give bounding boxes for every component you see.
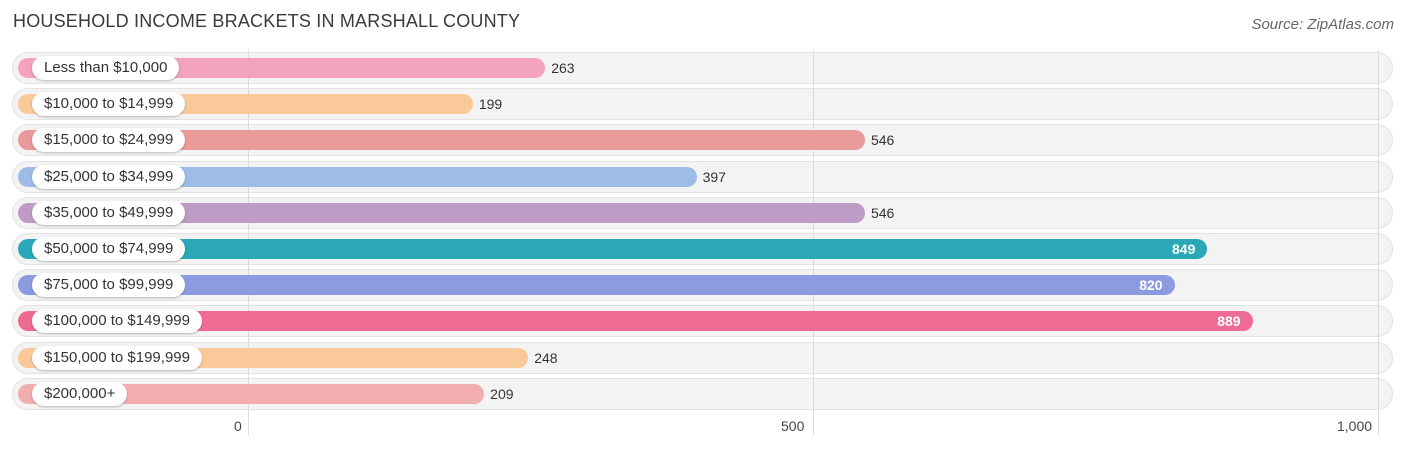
gridline <box>1378 50 1379 435</box>
bar <box>18 311 1253 332</box>
bar <box>18 202 865 223</box>
category-label: $200,000+ <box>32 381 128 406</box>
value-label: 889 <box>1217 313 1241 330</box>
category-label: $35,000 to $49,999 <box>32 200 186 225</box>
bar <box>18 383 485 404</box>
value-label: 248 <box>534 349 558 366</box>
x-tick-label: 0 <box>234 418 242 434</box>
category-label: $100,000 to $149,999 <box>32 309 202 334</box>
value-label: 263 <box>551 60 575 76</box>
bar <box>18 166 697 187</box>
bar <box>18 239 1208 259</box>
value-label: 849 <box>1172 241 1196 257</box>
bar <box>18 275 1175 296</box>
category-label: $75,000 to $99,999 <box>32 273 186 298</box>
value-label: 209 <box>490 385 514 402</box>
category-label: $15,000 to $24,999 <box>32 128 186 153</box>
category-label: Less than $10,000 <box>32 56 180 80</box>
source-label: Source: ZipAtlas.com <box>1251 16 1394 33</box>
category-label: $25,000 to $34,999 <box>32 164 186 189</box>
x-tick-label: 1,000 <box>1337 418 1373 434</box>
value-label: 199 <box>478 96 503 113</box>
x-tick-label: 500 <box>781 418 805 434</box>
value-label: 546 <box>870 204 895 221</box>
value-label: 546 <box>870 132 895 149</box>
category-label: $10,000 to $14,999 <box>32 92 186 117</box>
value-label: 820 <box>1139 277 1163 294</box>
category-label: $50,000 to $74,999 <box>32 237 186 261</box>
chart-title: HOUSEHOLD INCOME BRACKETS IN MARSHALL CO… <box>13 11 521 31</box>
bar <box>18 130 865 151</box>
category-label: $150,000 to $199,999 <box>32 345 202 370</box>
value-label: 397 <box>702 168 726 185</box>
